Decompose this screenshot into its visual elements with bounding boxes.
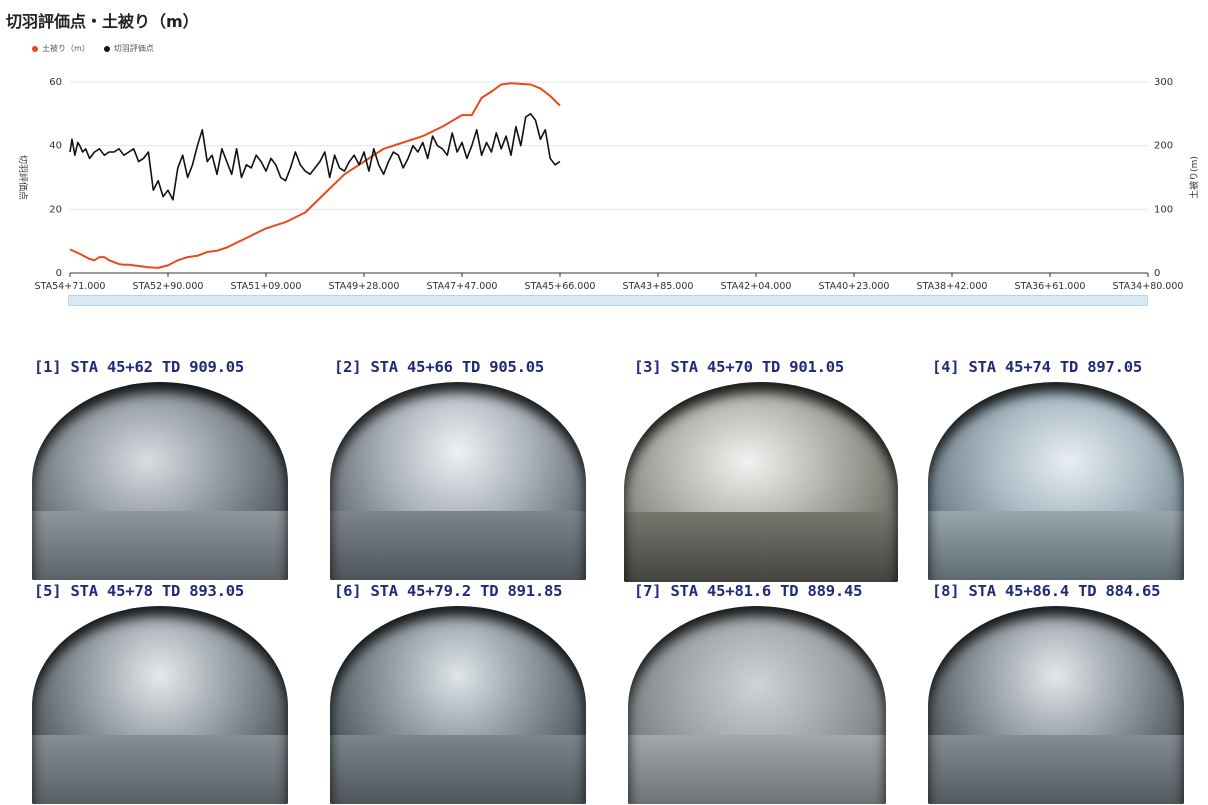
- photo-label: [5] STA 45+78 TD 893.05: [34, 582, 245, 600]
- x-tick-label: STA49+28.000: [329, 281, 400, 292]
- tunnel-face-photo[interactable]: [330, 606, 586, 804]
- legend-dot-score: [103, 45, 110, 52]
- photo-arch: [330, 382, 586, 580]
- x-tick-label: STA40+23.000: [819, 281, 890, 292]
- tunnel-face-photo[interactable]: [32, 382, 288, 580]
- chart-legend: 土被り（m） 切羽評価点: [32, 43, 154, 54]
- chart: 0 20 40 60 0 100 200 300 切羽評価点 土被り(m) STA54+71.000…: [17, 77, 1200, 292]
- tunnel-face-photo[interactable]: [928, 382, 1184, 580]
- chart-range-slider[interactable]: [68, 295, 1148, 306]
- x-tick-label: STA36+61.000: [1015, 281, 1086, 292]
- photo-card-7[interactable]: [7] STA 45+81.6 TD 889.45: [634, 582, 934, 600]
- photo-gallery: [1] STA 45+62 TD 909.05 [2] STA 45+66 TD…: [0, 350, 1208, 805]
- x-tick-label: STA43+85.000: [623, 281, 694, 292]
- photo-arch: [624, 382, 898, 582]
- photo-floor: [928, 510, 1184, 580]
- y-right-tick-label: 300: [1154, 77, 1173, 88]
- legend-dot-cover: [32, 45, 38, 52]
- photo-card-6[interactable]: [6] STA 45+79.2 TD 891.85: [334, 582, 634, 600]
- page-title: 切羽評価点・土被り（m）: [6, 12, 199, 31]
- photo-arch: [330, 606, 586, 804]
- photo-arch: [928, 606, 1184, 804]
- photo-arch: [928, 382, 1184, 580]
- photo-card-8[interactable]: [8] STA 45+86.4 TD 884.65: [932, 582, 1208, 600]
- legend-label-cover: 土被り（m）: [42, 44, 90, 53]
- photo-arch: [32, 606, 288, 804]
- tunnel-face-photo[interactable]: [928, 606, 1184, 804]
- y-right-tick-label: 0: [1154, 268, 1160, 279]
- photo-label: [1] STA 45+62 TD 909.05: [34, 358, 245, 376]
- photo-floor: [928, 734, 1184, 804]
- y-left-tick-label: 40: [49, 141, 62, 152]
- photo-floor: [330, 734, 586, 804]
- photo-floor: [32, 510, 288, 580]
- legend-item-score[interactable]: 切羽評価点: [103, 43, 154, 54]
- photo-floor: [32, 734, 288, 804]
- tunnel-face-photo[interactable]: [628, 606, 886, 804]
- photo-label: [2] STA 45+66 TD 905.05: [334, 358, 545, 376]
- tunnel-face-photo[interactable]: [330, 382, 586, 580]
- y-right-tick-label: 100: [1154, 204, 1173, 215]
- y-right-tick-label: 200: [1154, 141, 1173, 152]
- photo-card-1[interactable]: [1] STA 45+62 TD 909.05: [34, 358, 334, 376]
- x-tick-label: STA52+90.000: [133, 281, 204, 292]
- legend-label-score: 切羽評価点: [113, 44, 154, 53]
- x-tick-label: STA54+71.000: [35, 281, 106, 292]
- series-line-score: [69, 112, 561, 201]
- series-line-cover: [69, 82, 561, 269]
- x-tick-label: STA45+66.000: [525, 281, 596, 292]
- photo-label: [6] STA 45+79.2 TD 891.85: [334, 582, 563, 600]
- y-left-tick-label: 20: [49, 204, 62, 215]
- y-right-axis-label: 土被り(m): [1188, 156, 1200, 199]
- photo-label: [4] STA 45+74 TD 897.05: [932, 358, 1143, 376]
- photo-label: [3] STA 45+70 TD 901.05: [634, 358, 845, 376]
- photo-label: [8] STA 45+86.4 TD 884.65: [932, 582, 1161, 600]
- y-left-tick-label: 0: [56, 268, 62, 279]
- x-tick-label: STA51+09.000: [231, 281, 302, 292]
- tunnel-face-photo[interactable]: [32, 606, 288, 804]
- x-tick-label: STA42+04.000: [721, 281, 792, 292]
- y-left-axis-label: 切羽評価点: [17, 155, 29, 200]
- photo-arch: [32, 382, 288, 580]
- photo-label: [7] STA 45+81.6 TD 889.45: [634, 582, 863, 600]
- legend-item-cover[interactable]: 土被り（m）: [32, 43, 90, 54]
- photo-card-4[interactable]: [4] STA 45+74 TD 897.05: [932, 358, 1208, 376]
- photo-card-3[interactable]: [3] STA 45+70 TD 901.05: [634, 358, 934, 376]
- photo-floor: [628, 734, 886, 804]
- photo-card-5[interactable]: [5] STA 45+78 TD 893.05: [34, 582, 334, 600]
- x-tick-label: STA38+42.000: [917, 281, 988, 292]
- photo-floor: [330, 510, 586, 580]
- y-left-tick-label: 60: [49, 77, 62, 88]
- photo-card-2[interactable]: [2] STA 45+66 TD 905.05: [334, 358, 634, 376]
- x-tick-label: STA34+80.000: [1113, 281, 1184, 292]
- photo-arch: [628, 606, 886, 804]
- photo-floor: [624, 512, 898, 582]
- tunnel-face-photo[interactable]: [624, 382, 898, 582]
- x-tick-label: STA47+47.000: [427, 281, 498, 292]
